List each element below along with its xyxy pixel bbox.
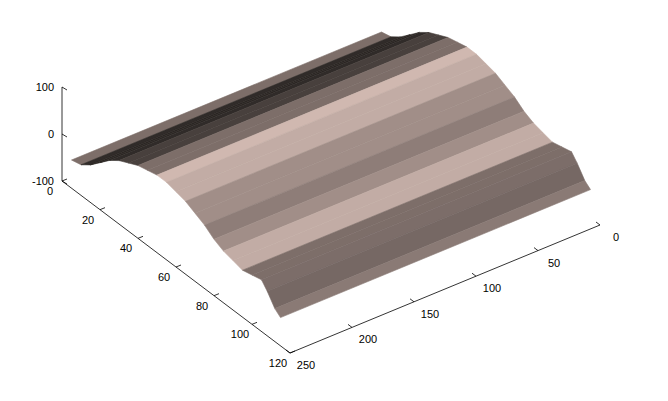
svg-text:0: 0 [48,128,54,140]
svg-text:80: 80 [196,300,208,312]
svg-text:50: 50 [548,257,560,269]
svg-text:200: 200 [359,333,377,345]
svg-text:150: 150 [421,308,439,320]
svg-text:60: 60 [158,271,170,283]
svg-text:100: 100 [36,81,54,93]
svg-text:40: 40 [120,242,132,254]
svg-text:120: 120 [269,357,287,369]
svg-text:100: 100 [231,328,249,340]
svg-text:100: 100 [483,282,501,294]
svg-text:0: 0 [47,185,53,197]
svg-text:-100: -100 [32,175,54,187]
svg-text:250: 250 [297,359,315,371]
svg-text:20: 20 [82,214,94,226]
svg-text:0: 0 [613,231,619,243]
